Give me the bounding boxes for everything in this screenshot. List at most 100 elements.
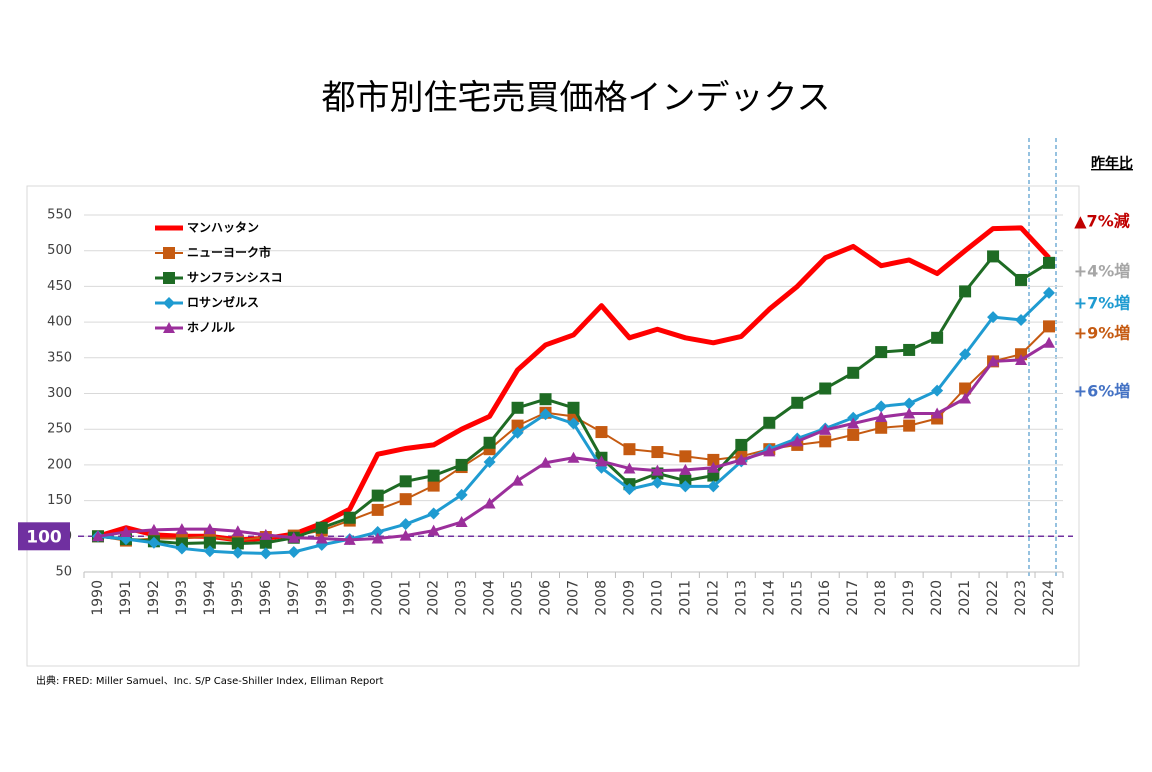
marker-group (455, 458, 468, 471)
marker (763, 445, 776, 457)
marker (791, 435, 804, 447)
marker (343, 511, 356, 524)
x-tick-label: 2008 (593, 580, 609, 616)
marker (175, 542, 188, 555)
x-tick-label: 2004 (482, 580, 498, 616)
x-tick-label: 2017 (845, 580, 861, 616)
marker (455, 488, 468, 501)
x-tick-label: 2013 (733, 580, 749, 616)
marker-group (791, 396, 804, 409)
marker-group (931, 331, 944, 344)
marker (959, 285, 972, 298)
marker (567, 417, 580, 430)
marker-group (875, 421, 888, 434)
marker (987, 311, 1000, 324)
marker (119, 526, 132, 538)
legend-label: サンフランシスコ (187, 271, 283, 285)
marker-group (763, 416, 776, 429)
marker-group (567, 401, 580, 414)
marker (875, 411, 888, 423)
marker (371, 526, 384, 539)
marker-group (163, 272, 175, 284)
marker (595, 426, 608, 439)
x-tick-label: 2007 (566, 580, 582, 616)
marker (931, 331, 944, 344)
marker-group (847, 366, 860, 379)
x-tick-label: 2012 (705, 580, 721, 616)
marker-group (315, 521, 328, 534)
annotation: +7%増 (1074, 294, 1131, 313)
marker (399, 529, 412, 541)
x-tick-label: 1995 (230, 580, 246, 616)
y-tick-label: 350 (47, 350, 72, 365)
x-tick-label: 2002 (426, 580, 442, 616)
marker-group (903, 419, 916, 432)
marker (483, 497, 496, 509)
marker (455, 458, 468, 471)
marker (959, 382, 972, 395)
legend-label: ホノルル (187, 321, 235, 335)
marker (427, 479, 440, 492)
x-tick-label: 2001 (398, 580, 414, 616)
marker-group (1043, 256, 1056, 269)
marker (623, 443, 636, 456)
marker (623, 483, 636, 496)
marker (819, 423, 832, 435)
marker (287, 546, 300, 559)
marker-group (735, 438, 748, 451)
marker (987, 355, 1000, 367)
marker (371, 532, 384, 544)
marker (819, 435, 832, 448)
marker (1043, 320, 1056, 333)
marker-group (231, 537, 244, 550)
marker (287, 531, 300, 543)
marker-group (511, 401, 524, 414)
marker-group (987, 250, 1000, 263)
marker (511, 426, 524, 439)
marker-group (819, 435, 832, 448)
marker (315, 532, 328, 544)
annotation: +9%増 (1074, 324, 1131, 343)
chart-frame (26, 185, 1080, 667)
x-tick-label: 2010 (649, 580, 665, 616)
marker (483, 436, 496, 449)
x-tick-label: 2003 (454, 580, 470, 616)
marker-group (903, 343, 916, 356)
x-tick-label: 2021 (957, 580, 973, 616)
x-tick-label: 2019 (901, 580, 917, 616)
x-tick-label: 1996 (258, 580, 274, 616)
marker (847, 417, 860, 429)
y-tick-label: 300 (47, 386, 72, 401)
marker (427, 507, 440, 520)
marker-group (511, 419, 524, 432)
marker-group (399, 475, 412, 488)
marker (595, 455, 608, 467)
x-tick-label: 2024 (1041, 580, 1057, 616)
marker-group (427, 469, 440, 482)
marker-group (483, 436, 496, 449)
marker-group (707, 453, 720, 466)
marker (163, 247, 175, 259)
x-tick-label: 2015 (789, 580, 805, 616)
x-tick-label: 1999 (342, 580, 358, 616)
marker (959, 348, 972, 361)
marker (399, 475, 412, 488)
marker-group (819, 382, 832, 395)
marker (735, 438, 748, 451)
marker (147, 536, 160, 549)
legend-label: マンハッタン (187, 221, 259, 235)
marker (203, 545, 216, 558)
marker (707, 453, 720, 466)
marker (163, 322, 175, 333)
x-tick-label: 1990 (90, 580, 106, 616)
x-tick-label: 1992 (146, 580, 162, 616)
marker (1043, 336, 1056, 348)
annotation: ▲7%減 (1074, 212, 1129, 231)
series-line (97, 325, 1050, 542)
marker (651, 476, 664, 489)
x-tick-label: 1994 (202, 580, 218, 616)
marker (903, 407, 916, 419)
marker-group (203, 536, 216, 549)
